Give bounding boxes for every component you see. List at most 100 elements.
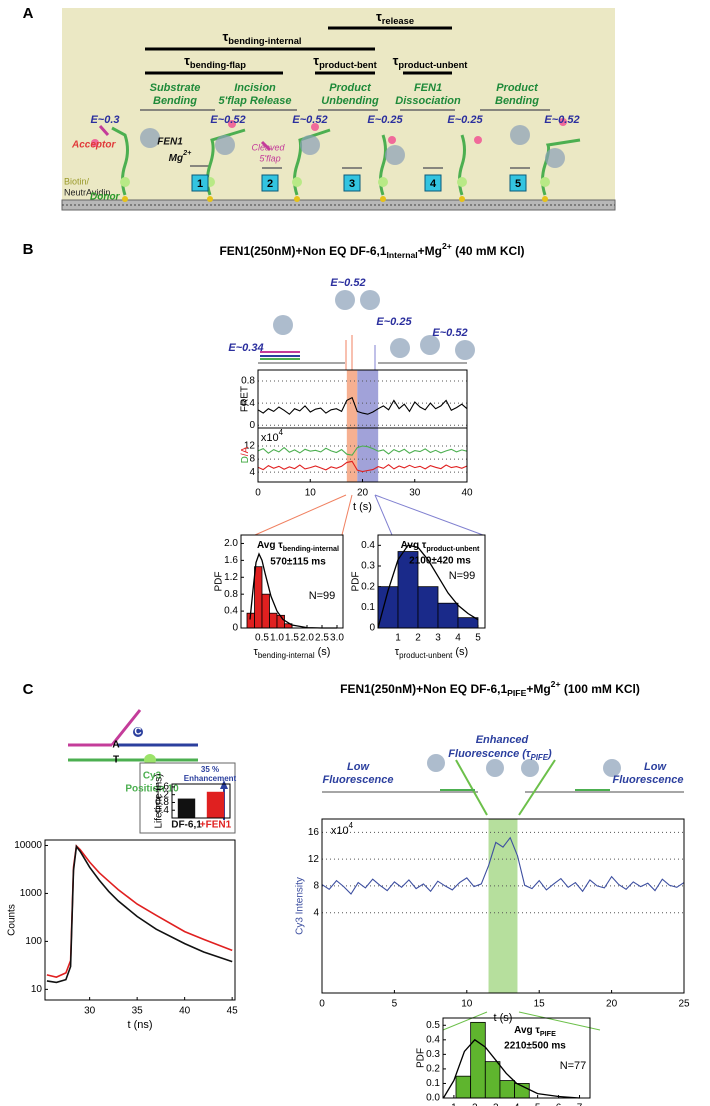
x-tick-label: 35 [132,1006,144,1017]
text-part: τ [184,53,190,68]
y-axis-label: Counts [7,904,18,936]
text-part: Fluorescence (τ [448,748,531,760]
label: τrelease [376,9,414,26]
label: Substrate [150,82,201,94]
text-part: τ [222,29,228,44]
y-tick-label: 10000 [14,840,42,851]
label: E~0.25 [367,114,403,126]
x-tick-label: 10 [461,999,473,1010]
y-axis-label: D/A [240,446,251,463]
y-tick-label: 0 [232,623,238,634]
x-tick-label: 4 [514,1103,520,1106]
text-part: A [240,446,251,453]
text-part: FEN1(250nM)+Non EQ DF-6,1 [219,244,386,258]
label: N=99 [309,590,336,602]
highlight-span [488,819,518,993]
y-axis-label: PDF [351,572,362,592]
text-part: +Mg [526,682,550,696]
text-part: D [240,456,251,463]
label: E~0.25 [376,316,412,328]
text-part: product-unbent [398,60,467,70]
text-part: PIFE [507,688,526,698]
label: τbending-internal (s) [254,646,331,660]
y-axis-label: Lifetime (ns) [154,773,165,828]
label: Product [329,82,372,94]
x-tick-label: 2.5 [315,633,329,644]
label: NeutrAvidin [64,187,110,197]
x-tick-label: 1 [451,1103,457,1106]
x-tick-label: 1.0 [270,633,284,644]
text-part: 2+ [442,241,452,251]
x-tick-label: 30 [84,1006,96,1017]
label: Cleaved [251,142,285,152]
label: 3 [349,178,355,190]
x-tick-label: 0 [319,999,325,1010]
label: A [112,740,119,751]
label: N=99 [449,570,476,582]
histogram-bar [261,593,270,629]
text-part: ) [547,748,552,760]
label: Incision [234,82,276,94]
plot-frame [377,534,486,629]
text-part: Avg τ [257,540,283,551]
x-tick-label: 2 [415,633,421,644]
category-label: +FEN1 [200,820,232,831]
x-tick-label: 5 [475,633,481,644]
text-part: τ [395,646,400,658]
x-tick-label: 4 [455,633,461,644]
label: 5'flap [259,153,280,163]
label: 5 [515,178,521,190]
y-tick-label: 0.0 [426,1093,440,1104]
label: Biotin/ [64,176,90,186]
label: Enhancement [184,774,237,783]
label: t (ns) [127,1019,152,1031]
text-part: release [382,16,414,26]
y-tick-label: 8 [249,454,255,465]
y-tick-label: 0.8 [155,797,169,808]
y-tick-label: 2.0 [224,538,238,549]
x-tick-label: 0.5 [255,633,269,644]
y-axis-label: Cy3 Intensity [295,877,306,935]
y-tick-label: 0.4 [155,805,169,816]
label: 1 [197,178,203,190]
y-tick-label: 0.4 [224,606,238,617]
highlight-span [357,428,379,482]
text-part: bending-internal [283,544,339,553]
x-tick-label: 5 [535,1103,541,1106]
text-part: x10 [261,432,279,444]
y-tick-label: 12 [244,441,256,452]
label: Product [496,82,539,94]
y-tick-label: 0.1 [426,1078,440,1089]
x-tick-label: 20 [606,999,618,1010]
x-tick-label: 40 [461,488,473,499]
text-part: (100 mM KCl) [561,682,640,696]
text-part: PIFE [530,753,548,762]
y-tick-label: 0.4 [361,540,375,551]
plot-frame [171,783,231,819]
y-tick-label: 0.8 [224,589,238,600]
text-part: τ [313,53,319,68]
y-tick-label: 1000 [20,888,43,899]
text-part: PIFE [540,1029,556,1038]
y-tick-label: 0.3 [361,561,375,572]
label: Fluorescence [323,774,394,786]
label: 2210±500 ms [504,1041,566,1052]
step-arrows [140,109,550,169]
y-tick-label: 16 [308,827,320,838]
bar [177,798,196,818]
y-tick-label: 4 [249,467,255,478]
label: Low [347,761,370,773]
y-axis-label: FRET [240,386,251,412]
plot-frame [240,534,344,629]
label: Avg τPIFE [514,1025,556,1038]
text-part: product-unbent [399,651,453,660]
histogram-bar [455,1075,472,1099]
label: 570±115 ms [270,557,326,568]
label: E~0.52 [210,114,245,126]
y-tick-label: 0.8 [241,376,255,387]
label: T [113,755,119,766]
text-part: Internal [387,250,418,260]
histogram-bar [269,612,278,629]
x-tick-label: 20 [357,488,369,499]
label: B [23,241,34,258]
